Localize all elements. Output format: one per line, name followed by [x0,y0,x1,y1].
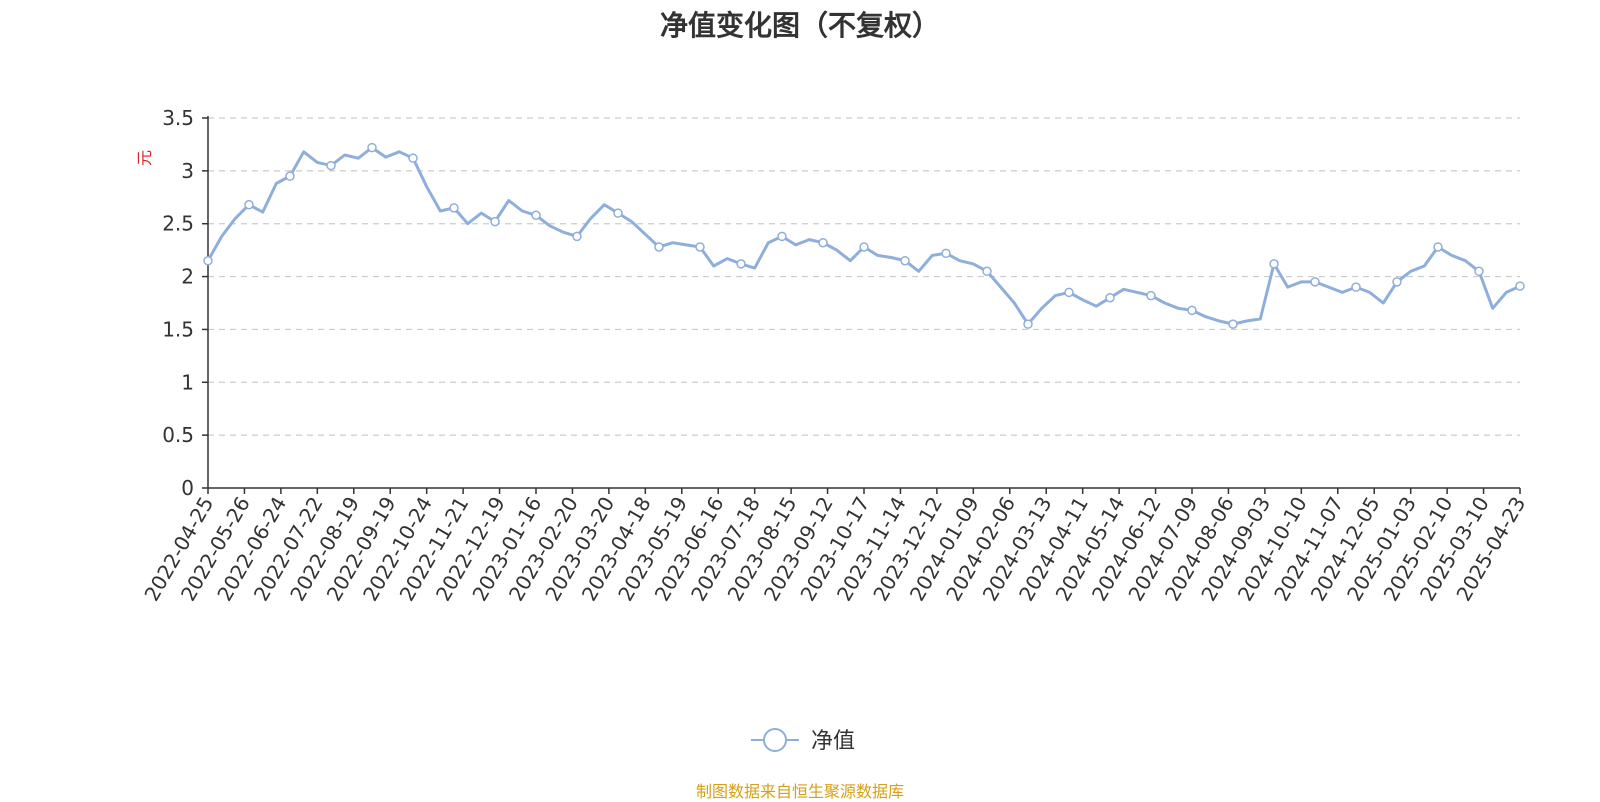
y-tick-label: 2 [181,265,194,289]
grid-lines [208,117,1520,436]
data-point[interactable] [1105,292,1115,303]
data-point[interactable] [777,231,787,242]
data-point[interactable] [941,248,951,259]
net-value-chart: 0 0.5 1 1.5 2 2.5 3 3.5 2022-04-252022-05-26202… [135,106,1530,754]
data-point[interactable] [1023,319,1033,329]
data-point[interactable] [1433,242,1443,252]
data-point[interactable] [1064,287,1074,298]
y-tick-label: 0 [181,476,194,500]
data-point[interactable] [408,153,418,163]
data-point[interactable] [572,231,582,242]
data-point[interactable] [1187,305,1197,316]
data-point[interactable] [859,242,869,252]
legend[interactable]: 净值 [751,728,855,754]
data-point[interactable] [1228,319,1238,329]
y-axis-unit-label: 元 [135,150,154,166]
series-line [206,146,1521,326]
data-point[interactable] [244,199,254,210]
source-note: 制图数据来自恒生聚源数据库 [695,782,904,801]
y-tick-labels: 0 0.5 1 1.5 2 2.5 3 3.5 [162,106,194,500]
data-point[interactable] [818,237,828,248]
data-point[interactable] [449,203,459,213]
y-tick-label: 0.5 [162,423,194,447]
data-point[interactable] [654,242,664,252]
data-point[interactable] [1269,259,1279,269]
data-point[interactable] [1310,277,1320,287]
y-tick-label: 2.5 [162,212,194,236]
data-point[interactable] [736,259,746,269]
data-point[interactable] [900,255,910,266]
legend-label: 净值 [811,729,855,754]
data-point[interactable] [490,216,500,227]
data-point[interactable] [1474,266,1484,277]
data-point[interactable] [695,242,705,252]
legend-circle-icon [763,728,787,752]
series-net-value [203,142,1525,329]
data-point[interactable] [1351,282,1361,292]
y-tick-label: 1.5 [162,317,194,341]
data-point[interactable] [326,160,336,171]
data-point[interactable] [982,266,992,277]
axes [202,116,1521,494]
data-point[interactable] [285,171,295,181]
data-point[interactable] [1392,277,1402,287]
data-point[interactable] [1515,281,1525,291]
data-point[interactable] [531,210,541,221]
y-tick-label: 3 [181,159,194,183]
data-point[interactable] [613,208,623,218]
y-tick-label: 1 [181,370,194,394]
chart-title: 净值变化图（不复权） [659,9,940,42]
x-tick-labels: 2022-04-252022-05-262022-06-242022-07-22… [139,492,1530,605]
y-tick-label: 3.5 [162,106,194,130]
data-point[interactable] [367,142,377,153]
data-point[interactable] [203,255,213,266]
data-point[interactable] [1146,290,1156,301]
